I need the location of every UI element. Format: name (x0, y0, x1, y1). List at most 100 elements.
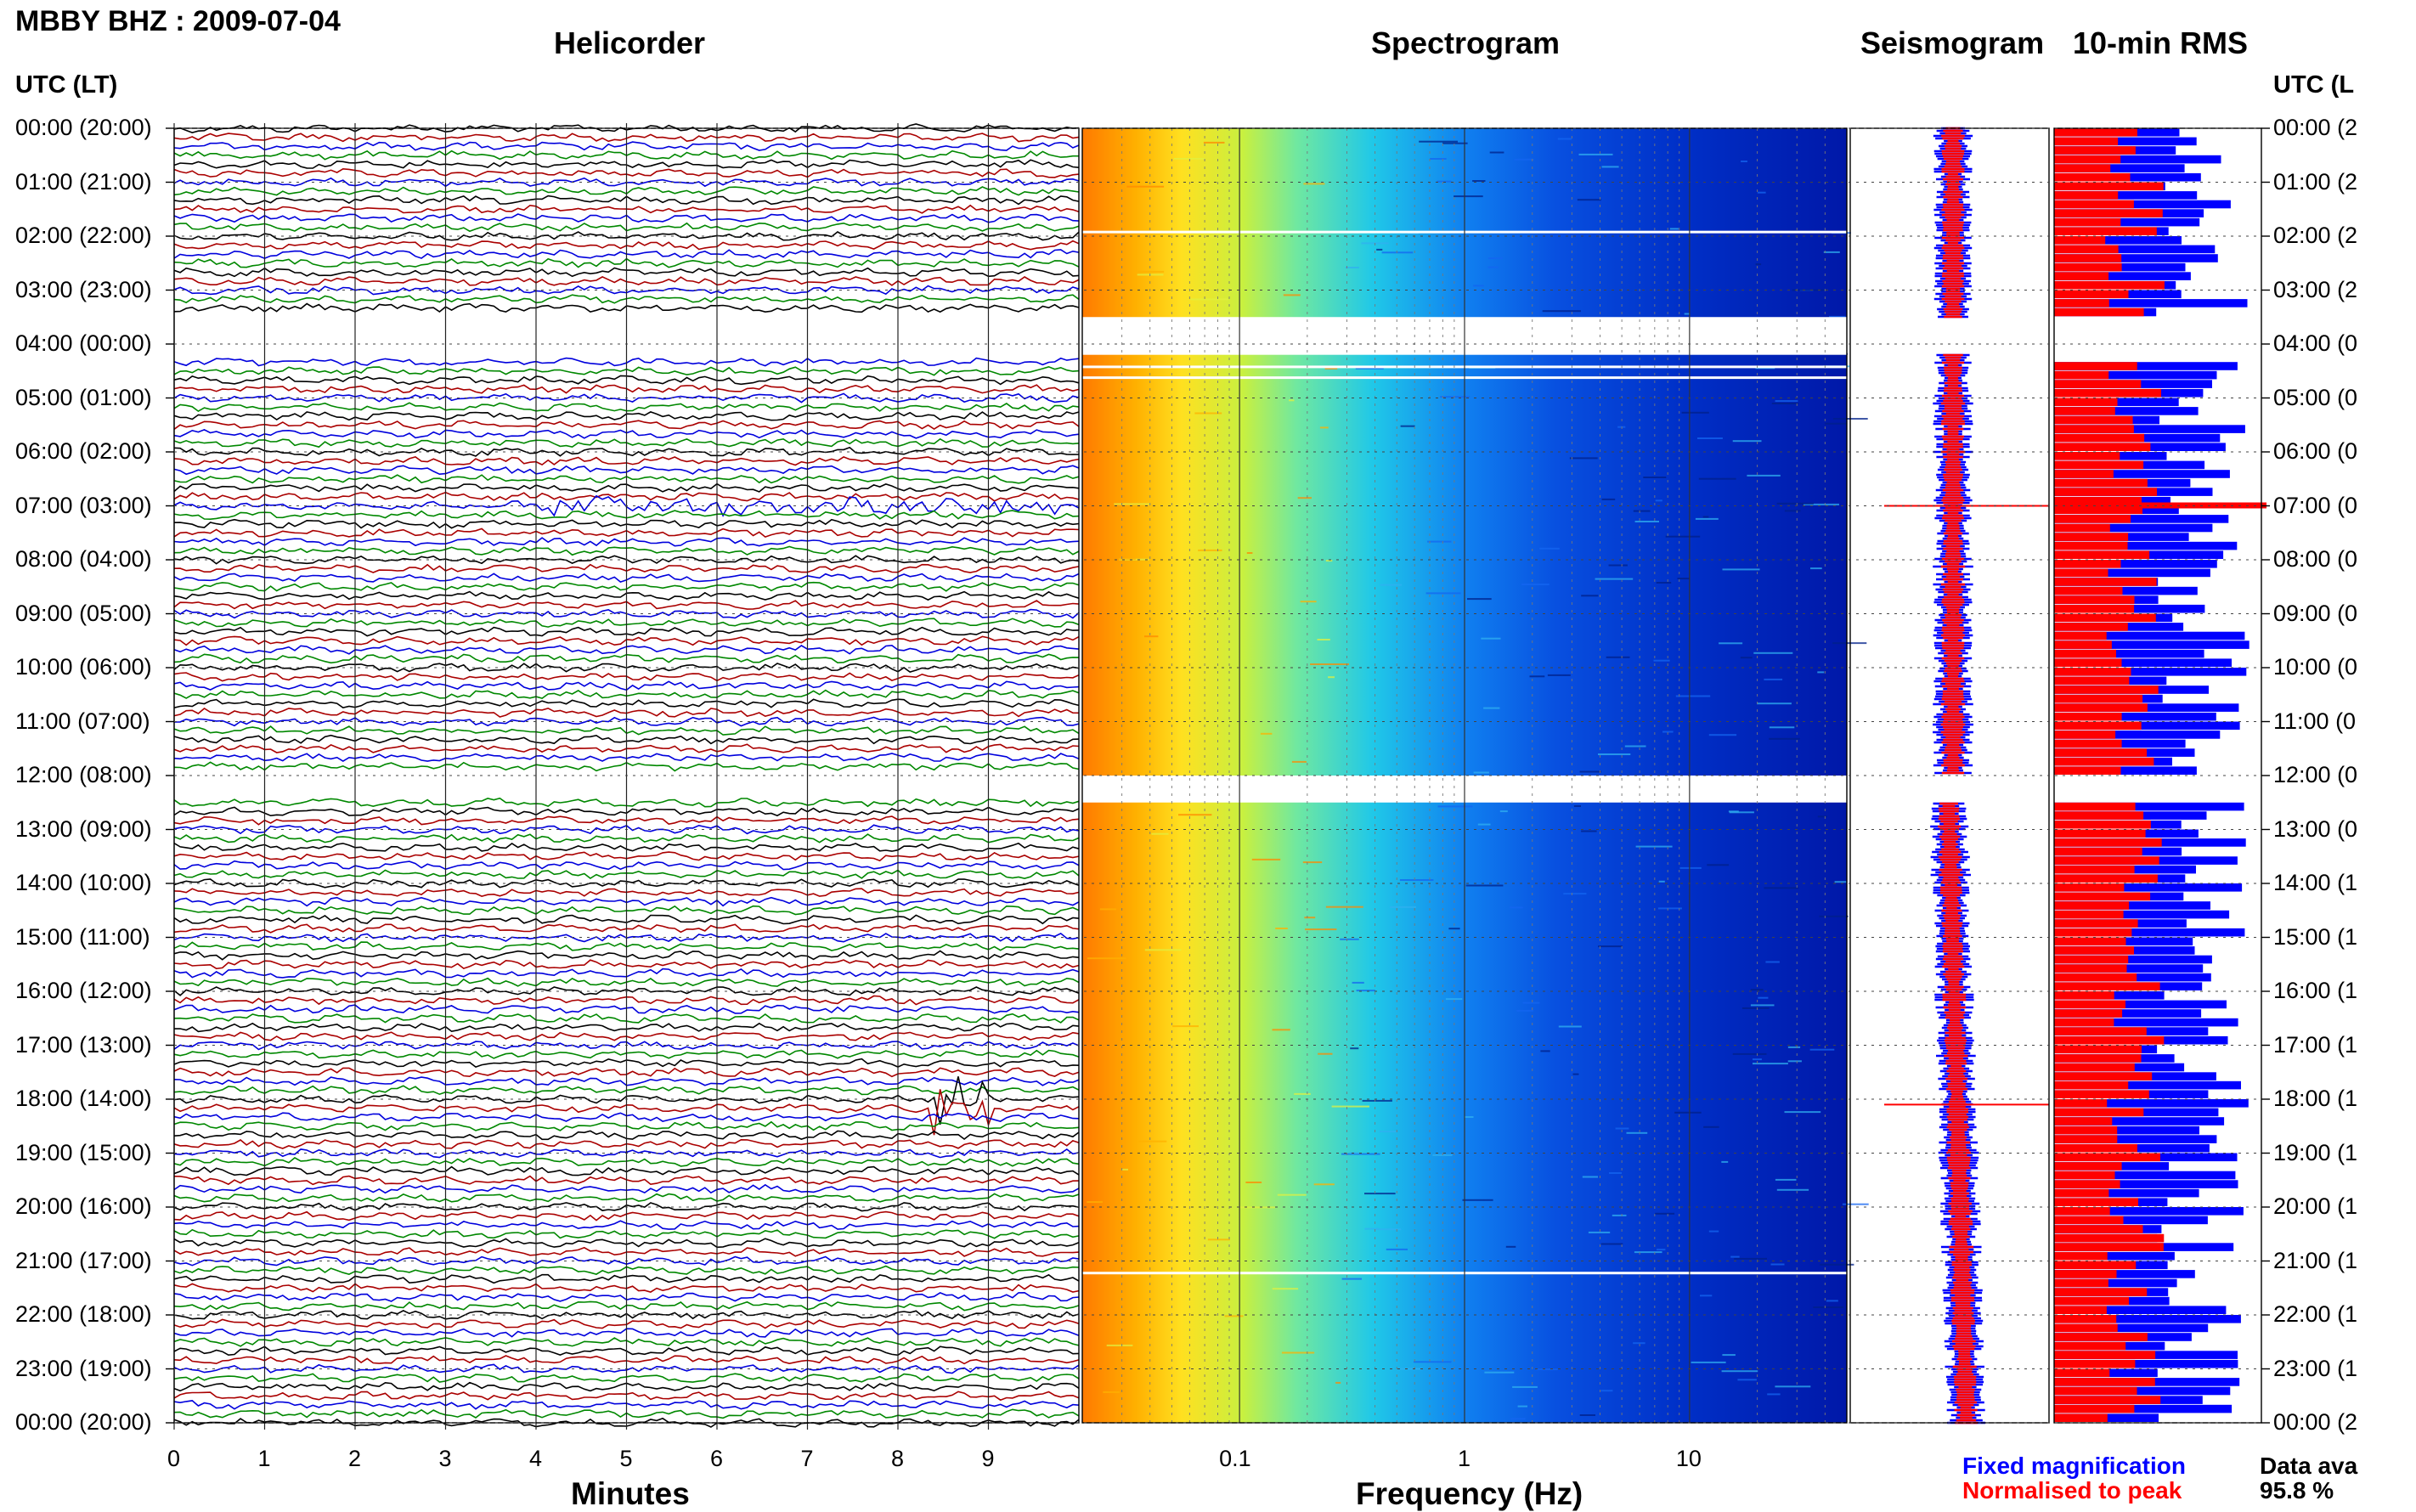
spectrogram-streak (1813, 1306, 1843, 1308)
rms-normalised-bar (2054, 568, 2108, 578)
spectrogram-streak (1665, 535, 1701, 538)
spectrogram-streak (1700, 1295, 1713, 1297)
spectrogram-streak (1582, 1176, 1598, 1178)
spectrogram-streak (1203, 141, 1225, 144)
rms-normalised-bar (2054, 1045, 2142, 1054)
spectrogram-streak (1804, 503, 1839, 505)
spectrogram-streak (1467, 598, 1492, 601)
rms-normalised-bar (2054, 1225, 2143, 1233)
rms-fixed-bar (2054, 568, 2210, 578)
spectrogram-streak (1341, 1153, 1380, 1155)
rms-normalised-bar (2054, 533, 2129, 541)
rms-fixed-bar (2054, 425, 2245, 433)
spectrogram-streak (1598, 945, 1623, 948)
spectrogram-streak (1448, 928, 1460, 930)
rms-normalised-bar (2054, 1162, 2122, 1171)
spectrogram-streak (1764, 678, 1783, 680)
right-time-label: 04:00 (0 (2273, 330, 2358, 356)
spectrogram-streak (1764, 887, 1799, 889)
right-time-label: 06:00 (0 (2273, 438, 2358, 464)
spectrogram-streak (1792, 289, 1826, 291)
rms-fixed-bar (2054, 1323, 2209, 1333)
rms-fixed-bar (2054, 1171, 2236, 1180)
rms-normalised-bar (2054, 838, 2162, 847)
spectrogram-streak (1194, 412, 1222, 415)
spectrogram-streak (1137, 270, 1165, 273)
spectrogram-streak (1662, 731, 1674, 733)
spectrogram-streak (1536, 1368, 1558, 1371)
rms-normalised-bar (2054, 550, 2150, 559)
rms-normalised-bar (2054, 415, 2133, 425)
spectrogram-streak (1473, 285, 1484, 287)
panel-frames (166, 127, 2270, 1424)
spectrogram-streak (1679, 866, 1702, 869)
rms-normalised-bar (2054, 1180, 2120, 1188)
rms-normalised-bar (2054, 146, 2136, 155)
right-time-label: 18:00 (1 (2273, 1086, 2358, 1111)
spectrogram-streak (1767, 1393, 1781, 1396)
rms-normalised-bar (2054, 172, 2131, 182)
left-time-label: 18:00 (14:00) (15, 1086, 152, 1111)
spectrogram-streak (1542, 310, 1581, 313)
spectrogram-streak (1657, 907, 1682, 910)
rms-normalised-bar (2054, 1188, 2109, 1198)
spectrogram-streak (1106, 1344, 1133, 1346)
rms-normalised-bar (2054, 640, 2112, 649)
rms-fixed-bar (2054, 407, 2199, 415)
rms-normalised-bar (2054, 623, 2128, 631)
spectrogram-streak (1732, 440, 1762, 443)
spectrogram-streak (1319, 426, 1329, 429)
rms-fixed-bar (2054, 586, 2198, 595)
spectrogram-streak (1425, 592, 1461, 595)
spectrogram-streak (1741, 1007, 1770, 1009)
spectrogram-streak (1126, 185, 1165, 188)
rms-fixed-bar (2054, 164, 2185, 172)
rms-normalised-bar (2054, 290, 2129, 299)
spectrogram-streak (1356, 990, 1375, 992)
rms-normalised-bar (2054, 712, 2122, 721)
right-time-label: 00:00 (2 (2273, 1409, 2358, 1435)
rms-normalised-bar (2054, 910, 2124, 919)
spectrogram-streak (1579, 1414, 1595, 1416)
spectrogram-streak (1634, 521, 1659, 522)
rms-normalised-bar (2054, 407, 2115, 415)
spectrogram-streak (1722, 568, 1760, 571)
spectrogram-streak (1633, 510, 1651, 512)
spectrogram-streak (1380, 584, 1402, 586)
spectrogram-streak (1753, 652, 1793, 654)
rms-fixed-bar (2054, 1251, 2175, 1261)
spectrogram-streak (1643, 477, 1667, 478)
rms-normalised-bar (2054, 811, 2144, 820)
rms-fixed-bar (2054, 1207, 2244, 1216)
rms-normalised-bar (2054, 1117, 2113, 1126)
rms-normalised-bar (2054, 470, 2114, 478)
rms-fixed-bar (2054, 712, 2216, 721)
spectrogram-streak (1272, 1029, 1290, 1031)
spectrogram-streak (1615, 1127, 1629, 1130)
spectrogram-streak (1719, 642, 1743, 645)
spectrogram-streak (1809, 1048, 1835, 1051)
rms-normalised-bar (2054, 164, 2111, 172)
rms-normalised-bar (2054, 1207, 2110, 1216)
spectrogram-streak (1352, 981, 1364, 984)
spectrogram-streak (1437, 180, 1452, 183)
spectrogram-streak (1757, 191, 1766, 194)
rms-normalised-bar (2054, 1404, 2135, 1413)
rms-normalised-bar (2054, 1009, 2123, 1018)
spectrogram-streak (1325, 560, 1333, 562)
spectrogram-streak (1138, 1140, 1167, 1142)
rms-normalised-bar (2054, 668, 2131, 676)
rms-fixed-bar (2054, 766, 2197, 775)
left-time-label: 01:00 (21:00) (15, 168, 152, 195)
helicorder-panel (173, 123, 1080, 1430)
left-time-label: 15:00 (11:00) (15, 923, 150, 950)
spectrogram-streak (1310, 663, 1349, 665)
spectrogram-streak (1557, 138, 1572, 140)
spectrogram-streak (1732, 1052, 1767, 1055)
left-time-label: 05:00 (01:00) (15, 384, 152, 410)
spectrogram-streak (1842, 1203, 1869, 1205)
spectrogram-streak (1787, 1060, 1802, 1063)
left-time-label: 08:00 (04:00) (15, 546, 152, 572)
spectrogram-streak (1655, 499, 1662, 502)
spectrogram-streak (1345, 267, 1359, 268)
